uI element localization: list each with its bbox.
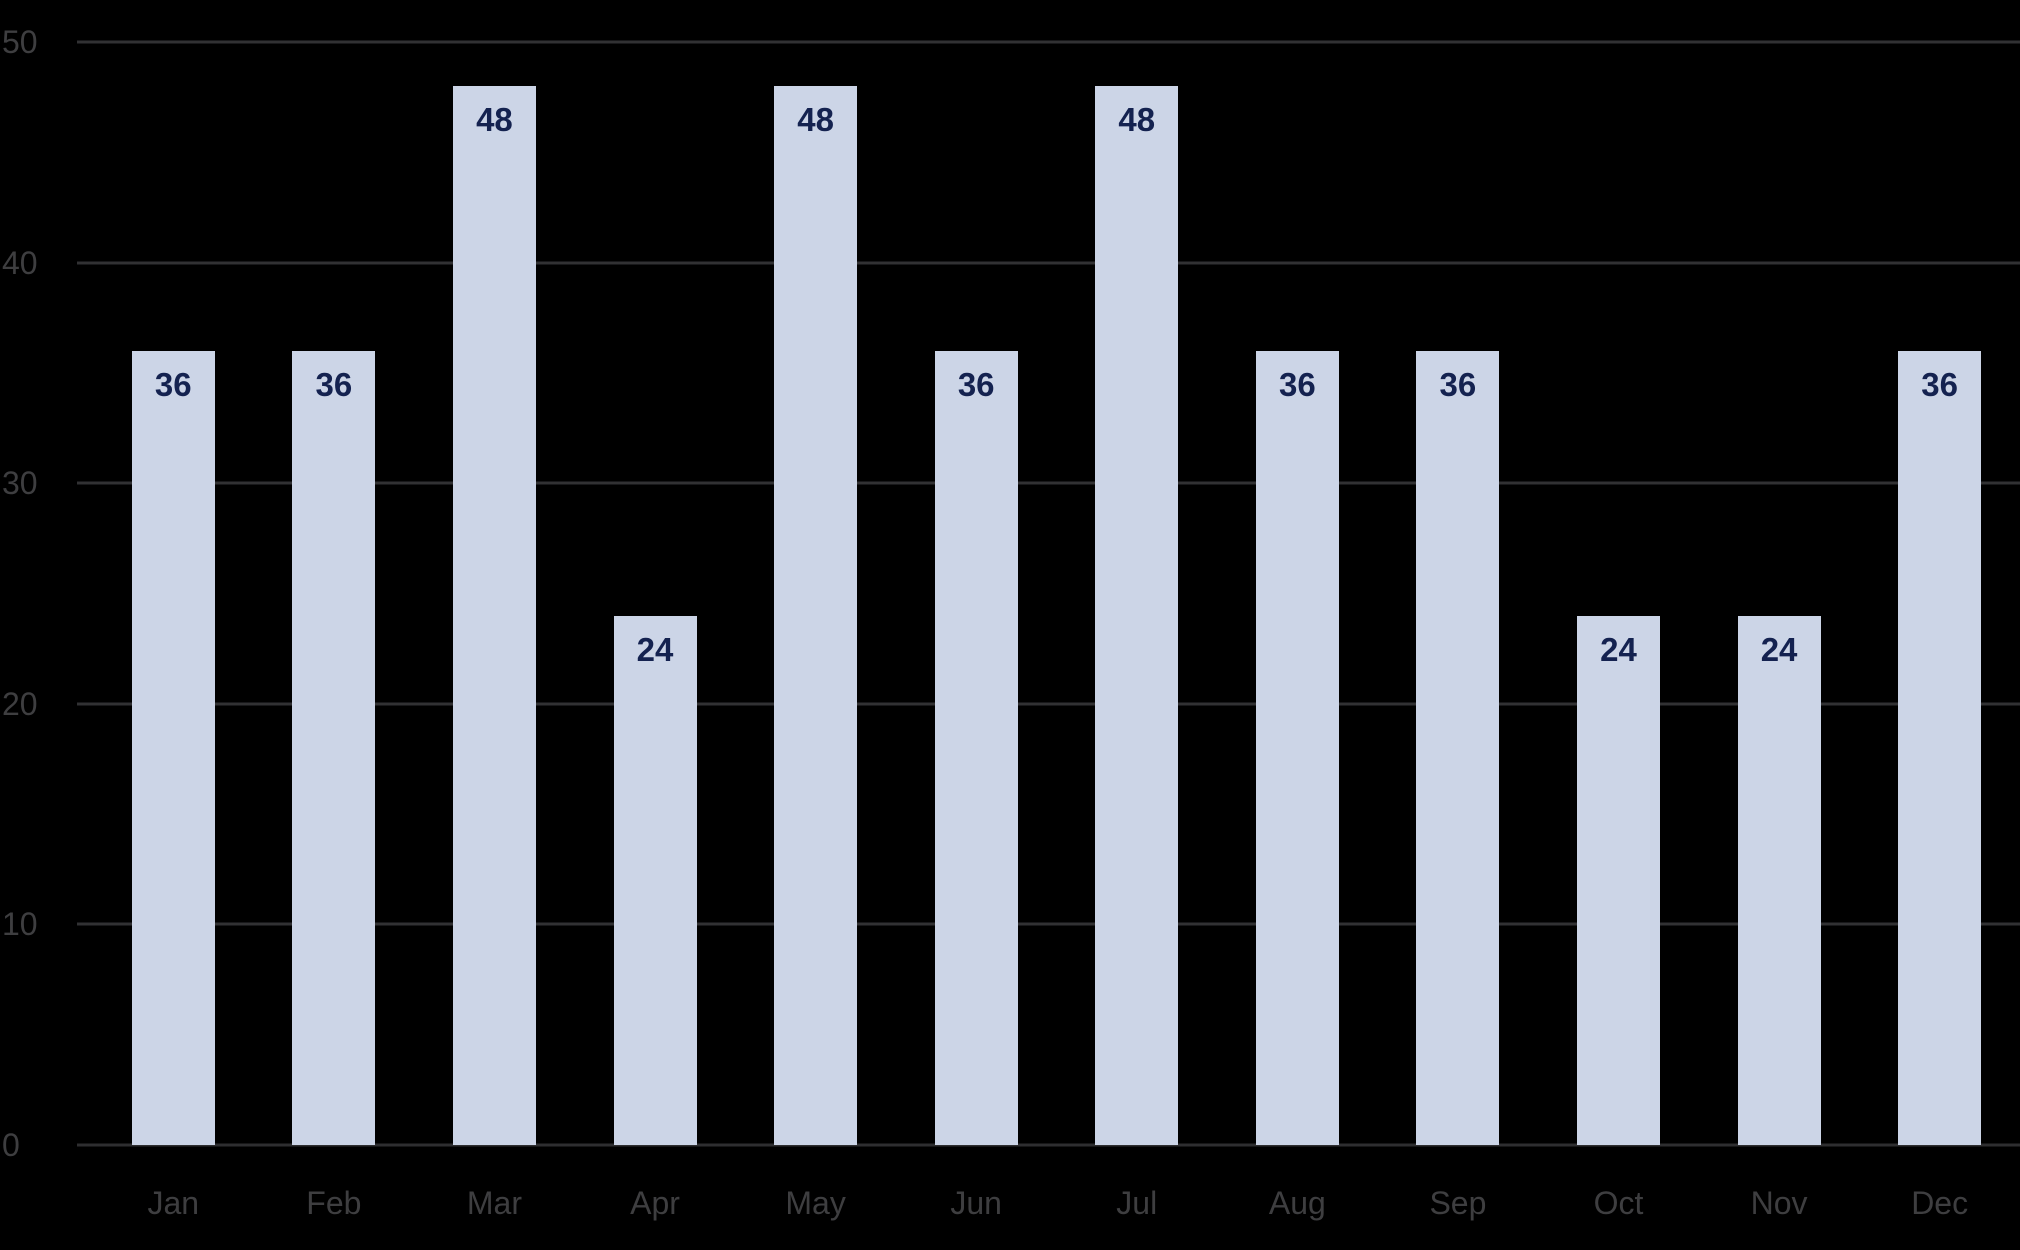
x-tick-label: Oct	[1593, 1185, 1644, 1221]
y-tick-label: 50	[2, 24, 38, 60]
y-tick-label: 10	[2, 906, 38, 943]
gridline	[77, 922, 2020, 926]
bar-column: 48	[735, 42, 896, 1145]
x-tick-label: Apr	[630, 1185, 680, 1221]
bar-column: 24	[575, 42, 736, 1145]
baseline	[77, 1143, 2020, 1147]
bar-column: 36	[93, 42, 254, 1145]
bar-value-label: 48	[797, 101, 834, 139]
bar-aug: 36	[1255, 350, 1339, 1145]
bar-column: 36	[1378, 42, 1539, 1145]
bar-jul: 48	[1095, 86, 1179, 1145]
bar-jun: 36	[934, 350, 1018, 1145]
bars-layer: 36 36 48 24 48 36 48 36 36 24 24 36	[93, 42, 2020, 1145]
bar-feb: 36	[292, 350, 376, 1145]
y-tick-label: 0	[2, 1127, 20, 1163]
bar-mar: 48	[452, 86, 536, 1145]
bar-column: 24	[1699, 42, 1860, 1145]
bar-value-label: 36	[1921, 365, 1958, 403]
bar-value-label: 48	[1118, 101, 1156, 139]
bar-value-label: 24	[636, 630, 674, 668]
x-tick-label: Jan	[147, 1185, 200, 1221]
bar-oct: 24	[1576, 615, 1660, 1145]
bar-column: 48	[414, 42, 575, 1145]
bar-value-label: 36	[154, 365, 192, 403]
gridline	[77, 40, 2020, 44]
bar-value-label: 48	[476, 101, 513, 139]
bar-column: 36	[254, 42, 415, 1145]
bar-value-label: 36	[315, 365, 353, 403]
bar-value-label: 24	[1600, 630, 1637, 668]
bar-column: 36	[1217, 42, 1378, 1145]
bar-sep: 36	[1416, 350, 1500, 1145]
bar-column: 48	[1056, 42, 1217, 1145]
bar-may: 48	[774, 86, 858, 1145]
x-axis: Jan Feb Mar Apr May Jun Jul Aug Sep Oct Nov Dec	[93, 1185, 2020, 1221]
y-tick-label: 40	[2, 244, 38, 281]
gridline	[77, 702, 2020, 706]
y-tick-label: 20	[2, 685, 38, 722]
bar-apr: 24	[613, 615, 697, 1145]
gridline-layer	[77, 40, 2020, 1147]
gridline	[77, 261, 2020, 265]
bar-value-label: 24	[1760, 630, 1798, 668]
y-tick-label: 30	[2, 465, 38, 502]
bar-nov: 24	[1737, 615, 1821, 1145]
x-tick-label: Jul	[1116, 1185, 1158, 1221]
x-tick-label: Sep	[1429, 1185, 1487, 1221]
y-axis: 0 10 20 30 40 50	[2, 26, 72, 1161]
x-tick-label: Dec	[1911, 1185, 1969, 1221]
x-tick-label: Aug	[1268, 1185, 1326, 1221]
x-tick-label: Nov	[1750, 1185, 1808, 1221]
bar-value-label: 36	[1278, 365, 1316, 403]
gridline	[77, 481, 2020, 485]
bar-column: 24	[1538, 42, 1699, 1145]
bar-value-label: 36	[1439, 365, 1477, 403]
bar-column: 36	[1859, 42, 2020, 1145]
bar-column: 36	[896, 42, 1057, 1145]
x-tick-label: Mar	[466, 1185, 522, 1221]
bar-dec: 36	[1898, 350, 1982, 1145]
bar-jan: 36	[131, 350, 215, 1145]
x-tick-label: May	[785, 1185, 846, 1221]
bar-value-label: 36	[957, 365, 995, 403]
x-tick-label: Jun	[950, 1185, 1002, 1221]
x-tick-label: Feb	[306, 1185, 362, 1221]
